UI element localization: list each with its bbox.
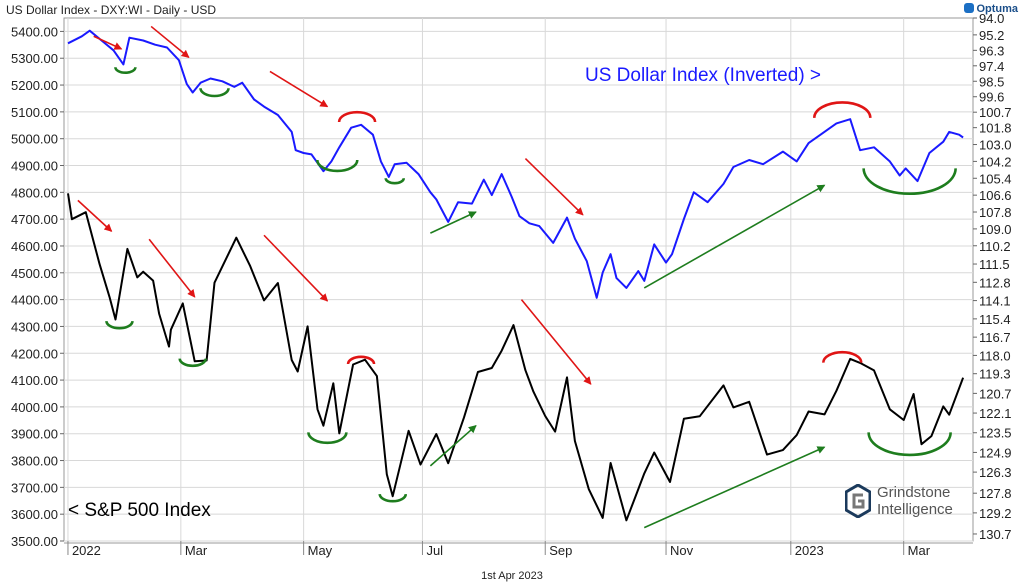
grindstone-watermark: Grindstone Intelligence <box>845 484 977 522</box>
right-tick-label: 120.7 <box>979 386 1012 401</box>
up-trend-arrow <box>643 184 826 289</box>
left-tick-label: 4800.00 <box>11 185 58 200</box>
right-tick-label: 115.4 <box>979 312 1011 327</box>
chart-title: US Dollar Index - DXY:WI - Daily - USD <box>6 3 217 17</box>
down-trend-arrow <box>524 158 584 216</box>
x-tick-label: Nov <box>670 543 694 558</box>
left-tick-label: 5300.00 <box>11 51 58 66</box>
x-tick-label: Mar <box>185 543 208 558</box>
right-tick-label: 118.0 <box>979 348 1011 363</box>
right-tick-label: 106.6 <box>979 188 1012 203</box>
right-tick-label: 126.3 <box>979 465 1012 480</box>
up-trend-arrow <box>429 425 477 467</box>
left-tick-label: 4300.00 <box>11 319 58 334</box>
x-tick-label: 2023 <box>795 543 824 558</box>
left-tick-label: 4100.00 <box>11 373 58 388</box>
sp500-series-line <box>67 193 965 522</box>
sp500-series-label: < S&P 500 Index <box>68 500 211 521</box>
left-tick-label: 5100.00 <box>11 105 58 120</box>
right-tick-label: 123.5 <box>979 426 1012 441</box>
peak-arc <box>812 101 872 118</box>
left-tick-label: 4500.00 <box>11 266 58 281</box>
right-tick-label: 111.5 <box>979 257 1010 272</box>
left-tick-label: 4200.00 <box>11 346 58 361</box>
left-tick-label: 3500.00 <box>11 534 58 549</box>
left-tick-label: 4700.00 <box>11 212 58 227</box>
trough-arc <box>307 432 348 445</box>
peak-arc <box>337 110 377 123</box>
right-tick-label: 119.3 <box>979 367 1011 382</box>
down-trend-arrow <box>520 299 592 385</box>
right-tick-label: 94.0 <box>979 11 1004 26</box>
trough-arc <box>378 493 408 503</box>
optuma-brand: Optuma <box>964 3 1018 15</box>
right-tick-label: 107.8 <box>979 205 1012 220</box>
right-tick-label: 98.5 <box>979 74 1004 89</box>
right-tick-label: 95.2 <box>979 28 1004 43</box>
down-trend-arrow <box>150 25 190 59</box>
x-tick-label: Mar <box>908 543 931 558</box>
right-tick-label: 103.0 <box>979 138 1012 153</box>
right-tick-label: 130.7 <box>979 527 1012 542</box>
left-tick-label: 3700.00 <box>11 480 58 495</box>
trough-arc <box>199 88 230 98</box>
peak-arc <box>821 350 863 363</box>
trough-arc <box>105 320 134 330</box>
right-tick-label: 109.0 <box>979 222 1012 237</box>
dxy-series-label: US Dollar Index (Inverted) > <box>585 65 821 86</box>
trough-arc <box>384 177 406 185</box>
up-trend-arrow <box>430 211 477 234</box>
watermark-line2: Intelligence <box>877 501 953 518</box>
right-tick-label: 124.9 <box>979 445 1012 460</box>
trough-arc <box>114 66 137 75</box>
x-tick-label: 2022 <box>72 543 101 558</box>
right-tick-label: 112.8 <box>979 275 1011 290</box>
right-tick-label: 127.8 <box>979 486 1012 501</box>
x-tick-label: Jul <box>426 543 443 558</box>
trough-arc <box>178 358 208 368</box>
left-tick-label: 5400.00 <box>11 24 58 39</box>
peak-arc <box>346 355 376 365</box>
right-tick-label: 104.2 <box>979 154 1012 169</box>
right-tick-label: 101.8 <box>979 121 1012 136</box>
x-tick-label: Sep <box>549 543 572 558</box>
plot-area <box>63 17 974 542</box>
right-tick-label: 100.7 <box>979 105 1012 120</box>
left-tick-label: 5000.00 <box>11 132 58 147</box>
right-tick-label: 116.7 <box>979 330 1011 345</box>
left-tick-label: 4600.00 <box>11 239 58 254</box>
right-tick-label: 110.2 <box>979 239 1011 254</box>
right-tick-label: 122.1 <box>979 406 1012 421</box>
down-trend-arrow <box>93 35 123 50</box>
grindstone-logo-icon <box>845 484 871 518</box>
right-tick-label: 99.6 <box>979 90 1004 105</box>
down-trend-arrow <box>148 238 196 298</box>
right-tick-label: 114.1 <box>979 294 1011 309</box>
trough-arc <box>315 159 359 173</box>
left-tick-label: 4400.00 <box>11 293 58 308</box>
footer-date: 1st Apr 2023 <box>481 570 543 582</box>
trough-arc <box>862 168 957 196</box>
trough-arc <box>867 432 952 457</box>
left-tick-label: 3900.00 <box>11 427 58 442</box>
optuma-logo-icon <box>964 3 975 13</box>
down-trend-arrow <box>263 234 329 302</box>
right-tick-label: 96.3 <box>979 43 1004 58</box>
x-tick-label: May <box>308 543 333 558</box>
left-tick-label: 3600.00 <box>11 507 58 522</box>
right-tick-label: 129.2 <box>979 506 1012 521</box>
left-tick-label: 3800.00 <box>11 454 58 469</box>
down-trend-arrow <box>77 199 113 232</box>
right-tick-label: 105.4 <box>979 171 1012 186</box>
left-tick-label: 4900.00 <box>11 159 58 174</box>
left-tick-label: 4000.00 <box>11 400 58 415</box>
dxy-series-line <box>67 29 964 299</box>
watermark-line1: Grindstone <box>877 484 951 501</box>
right-tick-label: 97.4 <box>979 59 1004 74</box>
up-trend-arrow <box>643 446 826 529</box>
left-tick-label: 5200.00 <box>11 78 58 93</box>
down-trend-arrow <box>269 70 329 108</box>
optuma-brand-label: Optuma <box>976 3 1018 15</box>
